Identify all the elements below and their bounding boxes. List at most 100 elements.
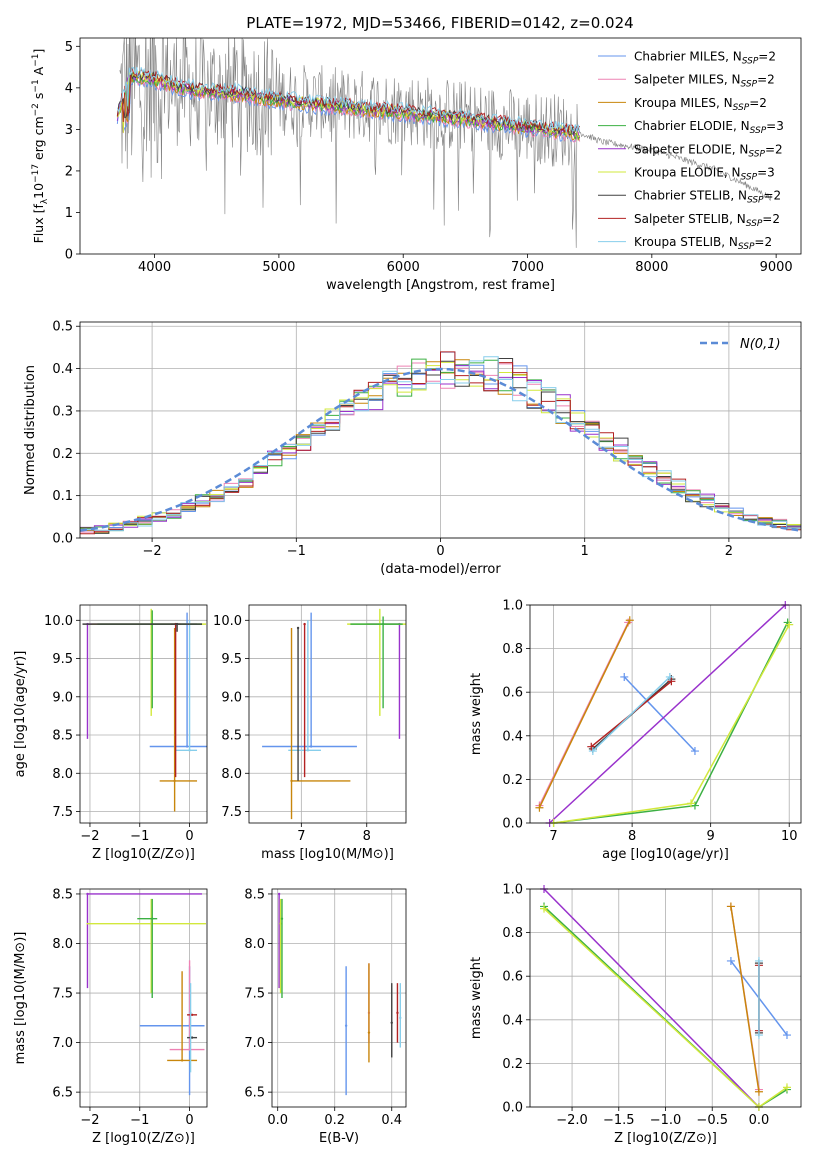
age_vs_Z-xlabel: Z [log10(Z/Z⊙)] (92, 847, 195, 862)
residuals-xtick-label: −2 (143, 544, 162, 559)
weight_vs_age-ytick-label: 0.0 (502, 817, 523, 832)
weight_vs_Z-ytick-label: 0.4 (502, 1013, 523, 1028)
age_vs_mass-plot-area (262, 608, 406, 820)
spectrum-legend: Chabrier MILES, NSSP=2 Salpeter MILES, NS… (598, 50, 784, 252)
spectrum-frame (79, 37, 802, 255)
weight_vs_Z-frame (529, 888, 802, 1108)
data-point-7 (296, 626, 300, 630)
data-point-3 (344, 1024, 348, 1027)
weight_vs_Z-panel: −2.0 −1.5 −1.0 −0.5 0.0 0.0 0.2 0.4 0.6 0.8 1.0 Z [… (469, 883, 802, 1146)
residuals-xtick-label: 1 (581, 544, 589, 559)
age_vs_mass-ytick-label: 8.5 (221, 729, 242, 744)
mass_vs_ebv-xlabel: E(B-V) (319, 1131, 359, 1146)
spectrum-ytick-label: 4 (65, 81, 73, 96)
age_vs_mass-ytick-label: 9.0 (221, 690, 242, 705)
age_vs_Z-ytick-label: 7.5 (52, 805, 73, 820)
age_vs_Z-ylabel: age [log10(age/yr)] (13, 651, 28, 778)
residuals-ytick-label: 0.1 (52, 489, 73, 504)
weight_vs_age-xtick-label: 9 (707, 829, 715, 844)
data-point-6 (190, 1013, 194, 1017)
weight_vs_Z-ytick-label: 0.2 (502, 1057, 523, 1072)
mass_vs_Z-ytick-label: 8.0 (52, 937, 73, 952)
spectrum-panel: 4000 5000 6000 7000 8000 9000 0 1 2 3 4 5 wavelength… (31, 37, 802, 293)
weight_vs_Z-ylabel: mass weight (469, 957, 484, 1039)
age_vs_Z-frame (79, 604, 208, 824)
weight-marker-8 (754, 1031, 763, 1040)
mass_vs_Z-ytick-label: 6.5 (52, 1086, 73, 1101)
weight_vs_age-ytick-label: 0.6 (502, 686, 523, 701)
weight-line-5 (553, 624, 790, 824)
weight_vs_age-ytick-label: 0.8 (502, 642, 523, 657)
data-point-2 (151, 917, 154, 920)
spectrum-xtick-label: 7000 (511, 260, 544, 275)
age_vs_mass-ytick-label: 10.0 (213, 614, 242, 629)
data-point-5 (180, 1059, 184, 1062)
legend-label: Salpeter STELIB, NSSP=2 (634, 212, 780, 229)
weight_vs_Z-ytick-label: 0.8 (502, 926, 523, 941)
legend-label: Chabrier STELIB, NSSP=2 (634, 189, 781, 206)
data-point-6 (303, 622, 306, 626)
weight-marker-5 (782, 1083, 791, 1092)
data-point-5 (367, 1031, 371, 1034)
weight_vs_age-xlabel: age [log10(age/yr)] (602, 847, 729, 862)
residuals-ytick-label: 0.2 (52, 447, 73, 462)
mass_vs_Z-xtick-label: 0 (185, 1113, 193, 1128)
mass_vs_ebv-panel: 0.0 0.2 0.4 6.5 7.0 7.5 8.0 8.5 E(B-V) (244, 887, 407, 1146)
data-point-2 (280, 917, 284, 920)
data-point-5 (290, 779, 293, 783)
mass_vs_ebv-frame (271, 888, 407, 1108)
residuals-xtick-label: 2 (725, 544, 733, 559)
mass_vs_ebv-xtick-label: 0.0 (267, 1113, 288, 1128)
weight-line-3 (553, 622, 789, 824)
age_vs_Z-ytick-label: 9.5 (52, 652, 73, 667)
residuals-panel: −2 −1 0 1 2 0.0 0.1 0.2 0.3 0.4 0.5 (data-model)/er… (23, 320, 802, 577)
age_vs_Z-xtick-label: −2 (80, 829, 99, 844)
residuals-xlabel: (data-model)/error (380, 562, 501, 577)
spectrum-model-line-8 (116, 66, 581, 133)
mass_vs_ebv-ytick-label: 8.0 (244, 937, 265, 952)
spectrum-ytick-label: 0 (65, 248, 73, 263)
weight-line-4 (549, 604, 786, 824)
weight_vs_age-ytick-label: 0.4 (502, 729, 523, 744)
data-point-1 (279, 922, 282, 925)
data-point-2 (381, 622, 385, 626)
weight_vs_age-xtick-label: 10 (781, 829, 798, 844)
mass_vs_Z-xtick-label: −1 (130, 1113, 149, 1128)
data-point-0 (277, 892, 281, 896)
weight-line-8 (592, 676, 671, 752)
weight-marker-0 (782, 1031, 791, 1040)
weight-line-0 (623, 676, 696, 752)
spectrum-plot-area (116, 38, 772, 248)
data-point-8 (399, 1016, 402, 1020)
weight_vs_Z-xtick-label: −0.5 (696, 1113, 728, 1128)
weight_vs_age-xtick-label: 8 (628, 829, 636, 844)
weight_vs_age-ylabel: mass weight (469, 673, 484, 755)
residuals-xtick-label: −1 (287, 544, 306, 559)
weight_vs_age-ytick-label: 1.0 (502, 599, 523, 614)
weight_vs_age-plot-area (535, 601, 794, 827)
age_vs_Z-ytick-label: 8.5 (52, 729, 73, 744)
age_vs_mass-xtick-label: 8 (363, 829, 371, 844)
spectrum-xtick-label: 6000 (387, 260, 420, 275)
weight_vs_Z-xtick-label: −1.5 (603, 1113, 635, 1128)
mass_vs_Z-xlabel: Z [log10(Z/Z⊙)] (92, 1131, 195, 1146)
legend-label: Chabrier ELODIE, NSSP=3 (634, 119, 784, 136)
weight_vs_age-frame (529, 604, 802, 824)
age_vs_mass-frame (248, 604, 407, 824)
data-point-7 (175, 622, 179, 626)
data-point-7 (190, 1036, 194, 1039)
weight-marker-8 (588, 747, 597, 756)
weight-marker-0 (620, 672, 629, 681)
weight_vs_age-panel: 7 8 9 10 0.0 0.2 0.4 0.6 0.8 1.0 age [log10(age/yr… (469, 599, 802, 862)
spectrum-xtick-label: 9000 (760, 260, 793, 275)
spectrum-xtick-label: 4000 (138, 260, 171, 275)
mass_vs_Z-plot-area (86, 892, 207, 1096)
age_vs_mass-panel: 7 8 7.5 8.0 8.5 9.0 9.5 10.0 mass [log10(M/M⊙)] (213, 604, 407, 862)
weight_vs_Z-ytick-label: 1.0 (502, 883, 523, 898)
weight-marker-0 (726, 956, 735, 965)
legend-label: Kroupa STELIB, NSSP=2 (634, 235, 772, 252)
mass_vs_ebv-ytick-label: 7.5 (244, 987, 265, 1002)
residuals-ytick-label: 0.0 (52, 532, 73, 547)
age_vs_Z-ytick-label: 10.0 (44, 614, 73, 629)
residuals-ytick-label: 0.3 (52, 404, 73, 419)
